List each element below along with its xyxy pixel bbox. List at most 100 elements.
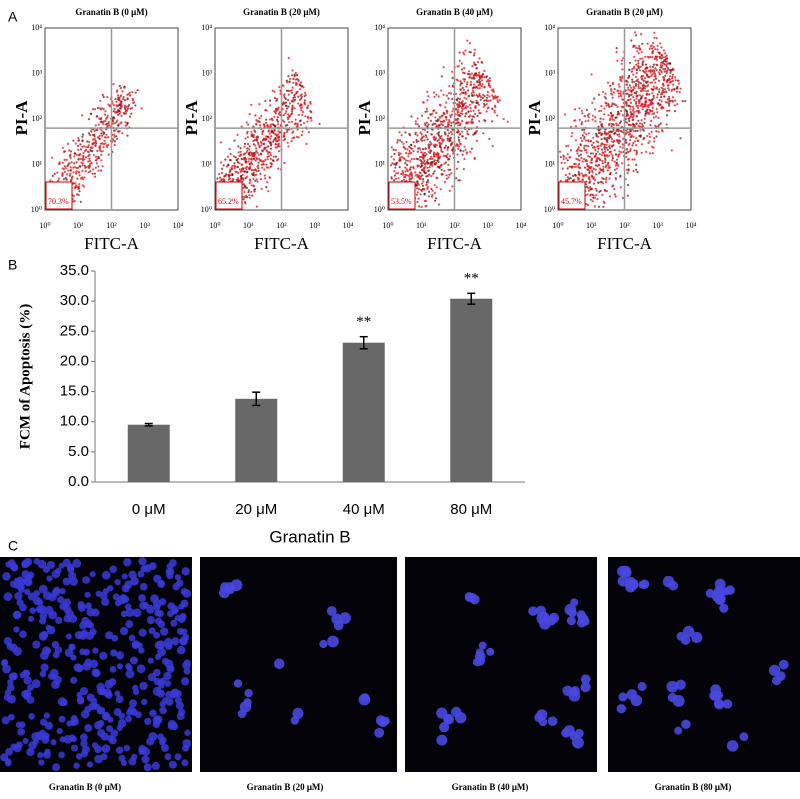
flow-dot bbox=[664, 75, 666, 77]
flow-dot bbox=[653, 46, 655, 48]
flow-dot bbox=[578, 107, 580, 109]
flow-dot bbox=[435, 177, 437, 179]
flow-dot bbox=[249, 154, 251, 156]
flow-dot bbox=[457, 161, 459, 163]
flow-dot bbox=[618, 150, 620, 152]
nucleus bbox=[361, 693, 369, 701]
flow-dot bbox=[488, 106, 490, 108]
flow-dot bbox=[640, 119, 642, 121]
flow-dot bbox=[418, 184, 420, 186]
flow-dot bbox=[105, 123, 107, 125]
flow-dot bbox=[606, 139, 608, 141]
flow-dot bbox=[458, 136, 460, 138]
flow-dot bbox=[430, 188, 432, 190]
flow-dot bbox=[631, 81, 633, 83]
flow-dot bbox=[460, 102, 462, 104]
flow-dot bbox=[462, 92, 464, 94]
flow-dot bbox=[671, 89, 673, 91]
nucleus bbox=[618, 692, 627, 701]
nucleus bbox=[37, 752, 43, 758]
micrograph bbox=[405, 557, 597, 772]
flow-dot bbox=[97, 107, 99, 109]
nucleus bbox=[90, 571, 96, 577]
flow-dot bbox=[647, 70, 649, 72]
flow-dot bbox=[599, 171, 601, 173]
flow-dot bbox=[399, 159, 401, 161]
flow-dot bbox=[607, 169, 609, 171]
flow-dot bbox=[469, 77, 471, 79]
flow-dot bbox=[440, 188, 442, 190]
flow-dot bbox=[645, 101, 647, 103]
flow-dot bbox=[95, 159, 97, 161]
flow-dot bbox=[581, 172, 583, 174]
flow-dot bbox=[610, 88, 612, 90]
nucleus bbox=[135, 711, 142, 718]
flow-dot bbox=[258, 103, 260, 105]
flow-dot bbox=[244, 153, 246, 155]
flow-dot bbox=[444, 181, 446, 183]
nucleus bbox=[674, 727, 682, 735]
flow-dot bbox=[264, 139, 266, 141]
flow-dot bbox=[228, 179, 230, 181]
flow-dot bbox=[71, 177, 73, 179]
y-tick-label: 35.0 bbox=[60, 262, 89, 279]
flow-dot bbox=[252, 174, 254, 176]
flow-dot bbox=[483, 106, 485, 108]
nucleus bbox=[52, 763, 60, 771]
flow-dot bbox=[494, 95, 496, 97]
nucleus bbox=[69, 734, 75, 740]
flow-dot bbox=[107, 136, 109, 138]
nucleus bbox=[149, 627, 156, 634]
flow-dot bbox=[248, 194, 250, 196]
flow-dot bbox=[657, 93, 659, 95]
nucleus bbox=[71, 745, 78, 752]
flow-dot bbox=[437, 154, 439, 156]
nucleus bbox=[138, 647, 144, 653]
flow-dot bbox=[606, 147, 608, 149]
nucleus bbox=[116, 695, 124, 703]
flow-dot bbox=[433, 96, 435, 98]
flow-dot bbox=[242, 179, 244, 181]
flow-dot bbox=[259, 124, 261, 126]
flow-dot bbox=[630, 124, 632, 126]
flow-dot bbox=[423, 188, 425, 190]
flow-dot bbox=[680, 88, 682, 90]
flow-dot bbox=[626, 84, 628, 86]
nucleus bbox=[100, 689, 106, 695]
nucleus bbox=[681, 635, 691, 645]
flow-dot bbox=[635, 34, 637, 36]
flow-dot bbox=[612, 141, 614, 143]
flow-dot bbox=[128, 104, 130, 106]
flow-dot bbox=[439, 144, 441, 146]
flow-dot bbox=[626, 169, 628, 171]
flow-dot bbox=[618, 95, 620, 97]
flow-dot bbox=[237, 158, 239, 160]
flow-dot bbox=[68, 163, 70, 165]
flow-dot bbox=[660, 96, 662, 98]
nucleus bbox=[92, 669, 100, 677]
flow-dot bbox=[272, 141, 274, 143]
nucleus bbox=[631, 695, 643, 707]
flow-dot bbox=[89, 166, 91, 168]
flow-dot bbox=[133, 101, 135, 103]
flow-dot bbox=[259, 160, 261, 162]
flow-dot bbox=[262, 160, 264, 162]
flow-dot bbox=[251, 195, 253, 197]
flow-dot bbox=[591, 159, 593, 161]
flow-dot bbox=[627, 99, 629, 101]
flow-dot bbox=[672, 96, 674, 98]
flow-dot bbox=[612, 155, 614, 157]
flow-dot bbox=[571, 132, 573, 134]
flow-dot bbox=[451, 98, 453, 100]
flow-dot bbox=[446, 112, 448, 114]
flow-dot bbox=[62, 162, 64, 164]
nucleus bbox=[714, 699, 724, 709]
nucleus bbox=[1, 660, 8, 667]
flow-dot bbox=[595, 188, 597, 190]
flow-dot bbox=[255, 174, 257, 176]
flow-dot bbox=[575, 163, 577, 165]
flow-dot bbox=[261, 188, 263, 190]
flow-dot bbox=[468, 73, 470, 75]
flow-dot bbox=[261, 133, 263, 135]
flow-dot bbox=[242, 187, 244, 189]
